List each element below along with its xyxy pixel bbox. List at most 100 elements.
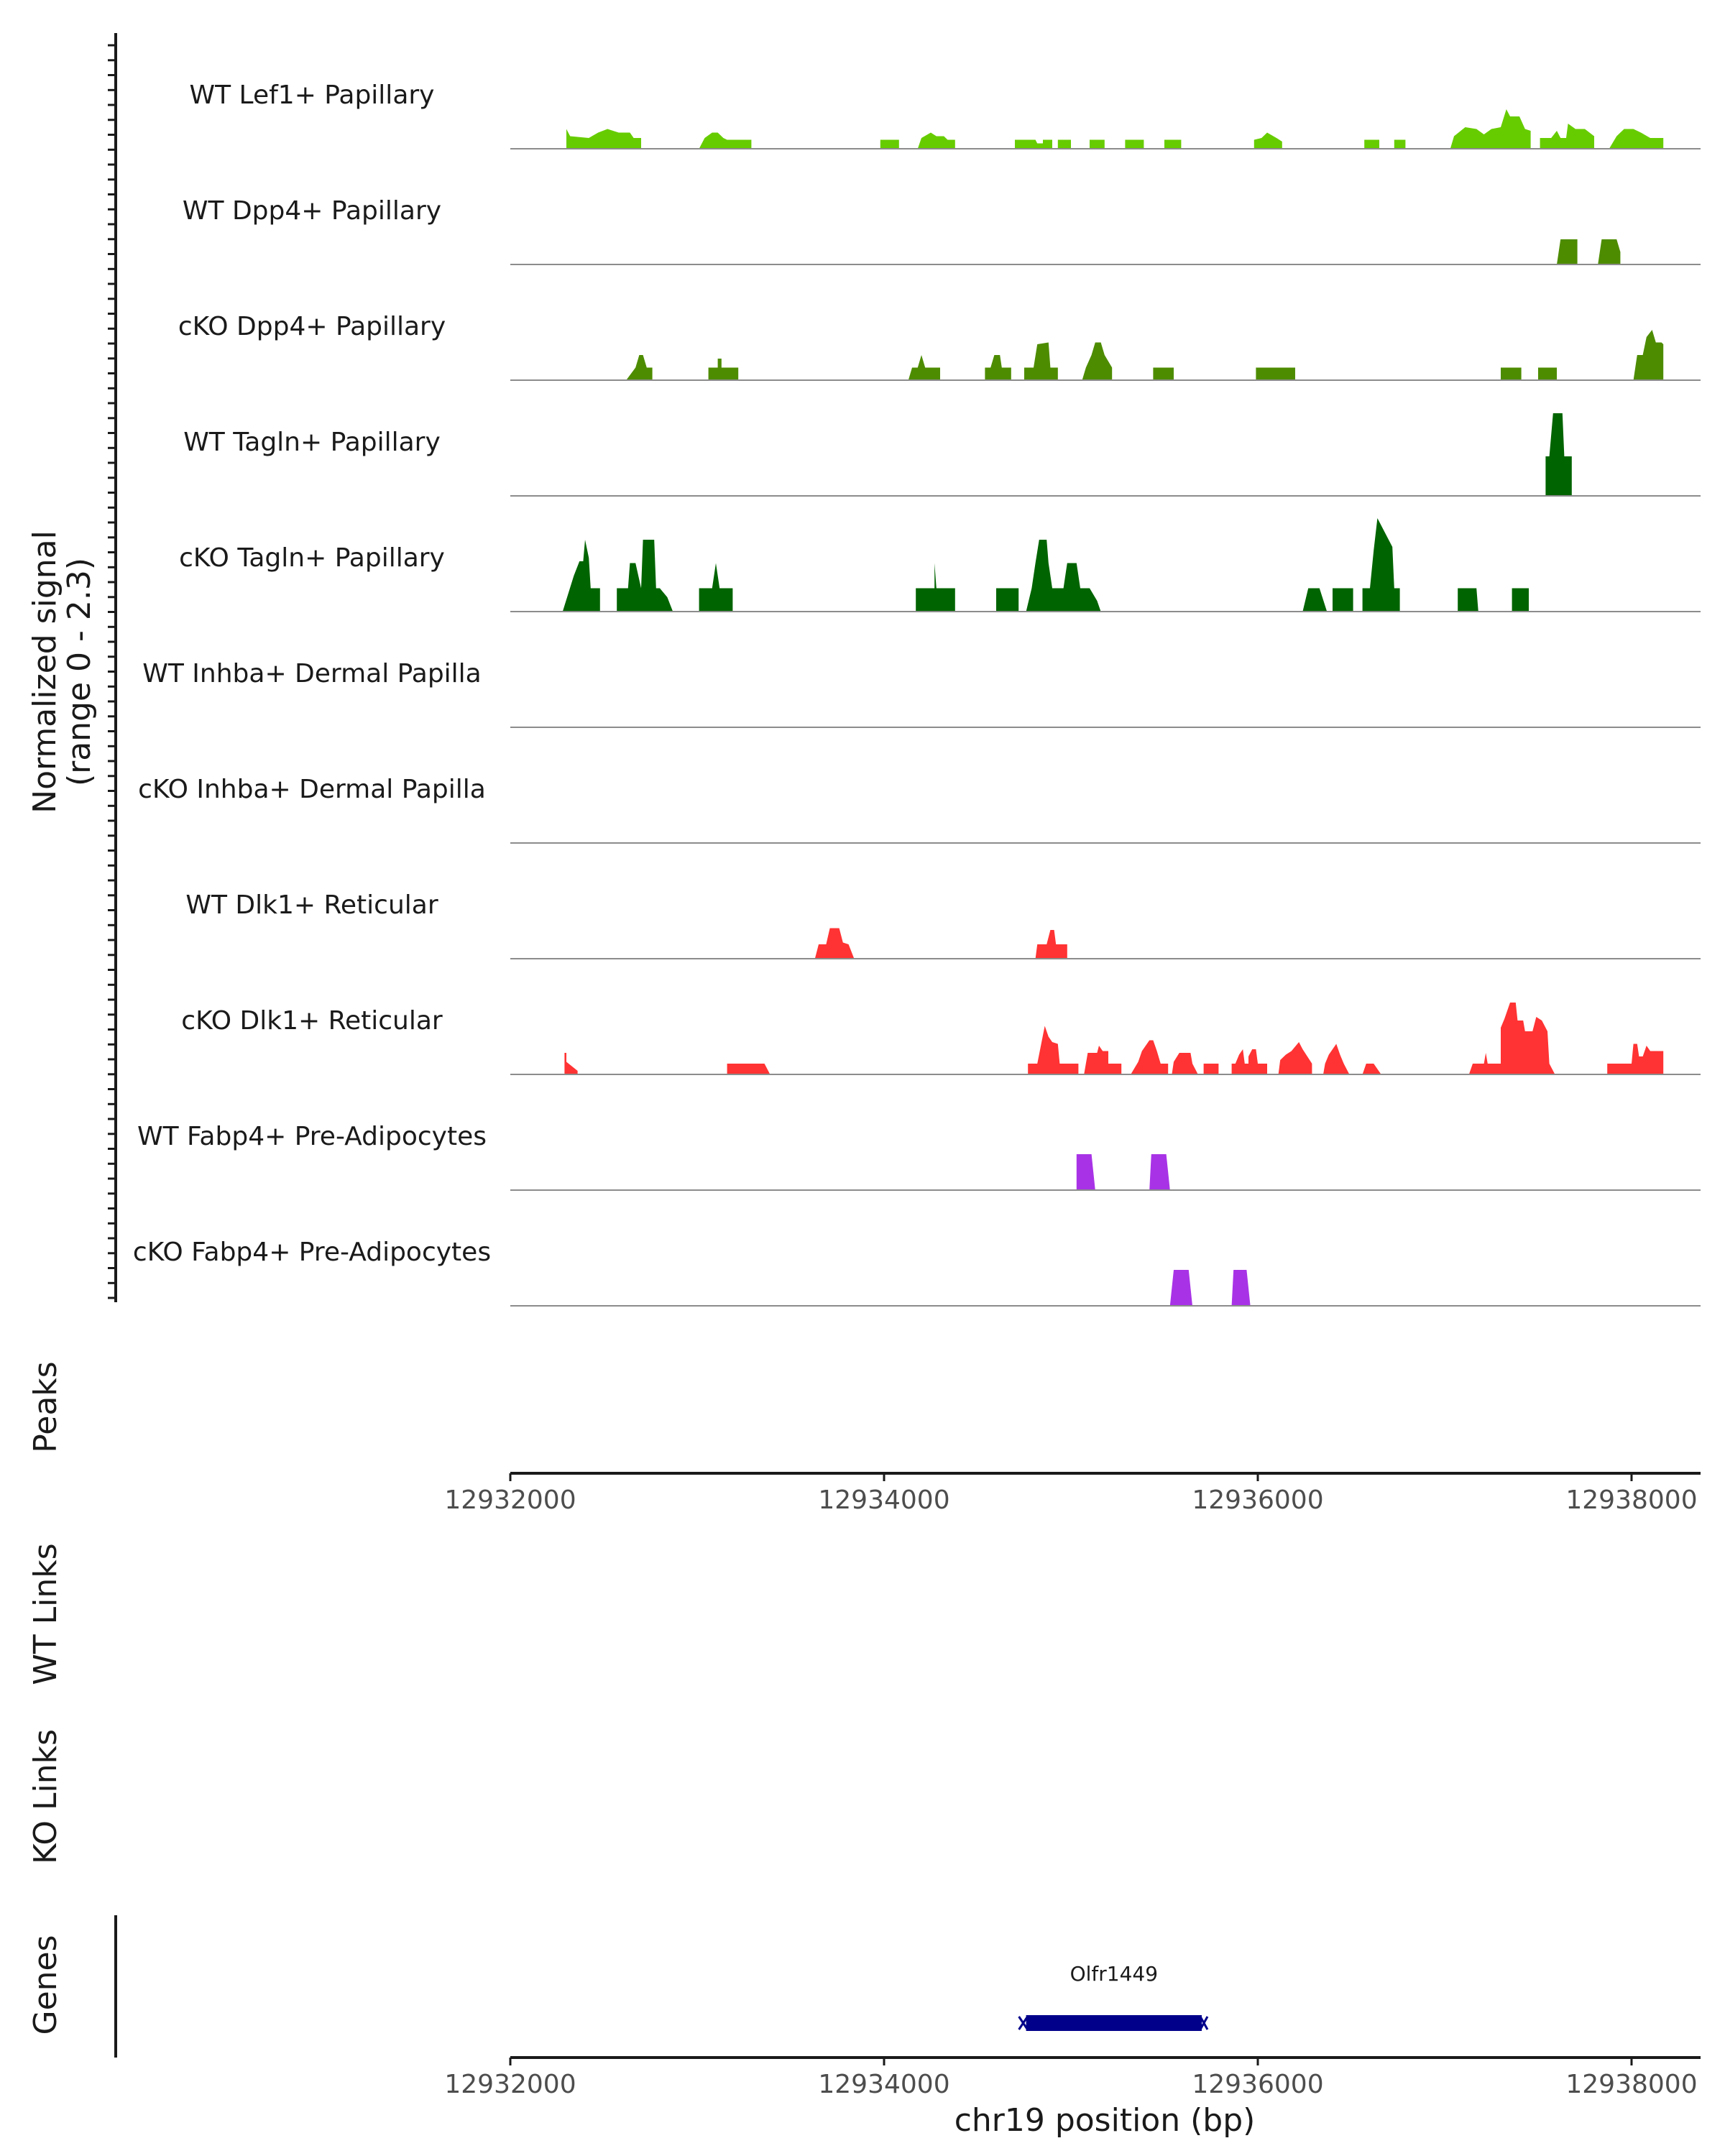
signal-peak bbox=[699, 563, 733, 612]
signal-axis-ticks bbox=[108, 44, 116, 1299]
signal-peak bbox=[1540, 124, 1594, 149]
signal-peak bbox=[1394, 139, 1406, 149]
signal-peak bbox=[1057, 139, 1071, 149]
signal-peak bbox=[1035, 930, 1067, 959]
signal-peak bbox=[1254, 132, 1282, 149]
signal-peak bbox=[1545, 413, 1572, 496]
track-cko-inhba-dermal-papilla: cKO Inhba+ Dermal Papilla bbox=[138, 775, 1701, 844]
signal-tracks: WT Lef1+ Papillary WT Dpp4+ Papillary cKO … bbox=[133, 80, 1701, 1307]
signal-peak bbox=[814, 928, 855, 959]
x-tick-label: 12934000 bbox=[818, 2070, 949, 2099]
signal-peak bbox=[1231, 1049, 1267, 1074]
signal-peak bbox=[1125, 139, 1144, 149]
x-tick-label: 12936000 bbox=[1192, 1485, 1323, 1515]
signal-peak bbox=[1302, 588, 1328, 612]
signal-peak bbox=[1169, 1270, 1192, 1306]
signal-peak bbox=[1362, 518, 1400, 612]
track-label: cKO Tagln+ Papillary bbox=[179, 543, 445, 573]
signal-peak bbox=[985, 355, 1011, 380]
track-label: WT Inhba+ Dermal Papilla bbox=[142, 659, 481, 688]
signal-peak bbox=[617, 540, 673, 612]
signal-axis-subtitle: (range 0 - 2.3) bbox=[61, 558, 98, 786]
signal-peak bbox=[1203, 1064, 1219, 1074]
signal-peak bbox=[1028, 1026, 1079, 1074]
signal-peak bbox=[1501, 367, 1522, 380]
track-wt-dpp4-papillary: WT Dpp4+ Papillary bbox=[183, 196, 1701, 265]
signal-peak bbox=[1598, 239, 1621, 264]
signal-peak bbox=[1090, 139, 1105, 149]
track-cko-dpp4-papillary: cKO Dpp4+ Papillary bbox=[178, 312, 1701, 381]
x-axis-title: chr19 position (bp) bbox=[954, 2102, 1256, 2139]
signal-peak bbox=[1557, 239, 1578, 264]
gene-end-marker bbox=[1199, 2016, 1209, 2030]
signal-peak bbox=[1278, 1042, 1312, 1074]
peaks-track-label: Peaks bbox=[27, 1361, 64, 1452]
gene-strand-marker bbox=[1018, 2016, 1029, 2030]
signal-peak bbox=[1458, 588, 1478, 612]
x-tick-label: 12932000 bbox=[444, 2070, 576, 2099]
signal-peak bbox=[1015, 139, 1052, 149]
wt-links-track-label: WT Links bbox=[27, 1543, 64, 1685]
signal-peak bbox=[1024, 342, 1058, 380]
gene-body bbox=[1026, 2015, 1202, 2031]
signal-peak bbox=[727, 1064, 770, 1074]
track-label: cKO Inhba+ Dermal Papilla bbox=[138, 775, 486, 804]
signal-peak bbox=[916, 563, 955, 612]
signal-peak bbox=[708, 359, 739, 380]
x-axis-bottom: 12932000 12934000 12936000 12938000 bbox=[444, 2056, 1701, 2099]
signal-peak bbox=[1609, 129, 1664, 149]
x-tick-label: 12932000 bbox=[444, 1485, 576, 1515]
gene-track: Olfr1449 bbox=[1018, 1962, 1209, 2031]
signal-peak bbox=[699, 132, 752, 149]
track-cko-dlk1-reticular: cKO Dlk1+ Reticular bbox=[181, 1003, 1701, 1075]
signal-peak bbox=[1026, 540, 1101, 612]
signal-peak bbox=[917, 132, 955, 149]
signal-peak bbox=[1076, 1154, 1095, 1190]
signal-peak bbox=[1323, 1044, 1350, 1074]
signal-peak bbox=[1450, 109, 1531, 149]
signal-peak bbox=[1633, 330, 1664, 380]
signal-peak bbox=[626, 355, 653, 380]
signal-peak bbox=[1164, 139, 1182, 149]
signal-peak bbox=[880, 139, 899, 149]
signal-peak bbox=[562, 540, 600, 612]
signal-peak bbox=[1256, 367, 1295, 380]
track-wt-lef1-papillary: WT Lef1+ Papillary bbox=[190, 80, 1701, 149]
signal-peak bbox=[1512, 588, 1529, 612]
signal-peak bbox=[1468, 1003, 1555, 1074]
signal-peak bbox=[564, 1053, 578, 1074]
track-wt-inhba-dermal-papilla: WT Inhba+ Dermal Papilla bbox=[142, 659, 1701, 728]
genes-track-label: Genes bbox=[27, 1935, 64, 2035]
track-label: cKO Dpp4+ Papillary bbox=[178, 312, 446, 341]
x-axis-top: 12932000 12934000 12936000 12938000 bbox=[444, 1472, 1701, 1515]
signal-peak bbox=[1149, 1154, 1170, 1190]
signal-peak bbox=[996, 588, 1019, 612]
gene-label: Olfr1449 bbox=[1070, 1962, 1158, 1986]
track-wt-dlk1-reticular: WT Dlk1+ Reticular bbox=[185, 890, 1701, 959]
x-tick-label: 12934000 bbox=[818, 1485, 949, 1515]
x-tick-label: 12936000 bbox=[1192, 2070, 1323, 2099]
track-label: WT Tagln+ Papillary bbox=[183, 428, 441, 457]
track-label: cKO Dlk1+ Reticular bbox=[181, 1006, 443, 1036]
signal-peak bbox=[1362, 1064, 1381, 1074]
track-label: WT Dpp4+ Papillary bbox=[183, 196, 441, 226]
track-label: WT Fabp4+ Pre-Adipocytes bbox=[137, 1122, 487, 1151]
signal-peak bbox=[1082, 342, 1113, 380]
x-tick-label: 12938000 bbox=[1565, 1485, 1697, 1515]
track-wt-tagln-papillary: WT Tagln+ Papillary bbox=[183, 413, 1701, 497]
signal-axis-title: Normalized signal bbox=[27, 530, 63, 814]
ko-links-track-label: KO Links bbox=[27, 1729, 64, 1864]
track-cko-fabp4-pre-adipocytes: cKO Fabp4+ Pre-Adipocytes bbox=[133, 1238, 1701, 1307]
signal-peak bbox=[1538, 367, 1557, 380]
signal-peak bbox=[1364, 139, 1379, 149]
track-cko-tagln-papillary: cKO Tagln+ Papillary bbox=[179, 518, 1701, 612]
track-label: WT Lef1+ Papillary bbox=[190, 80, 435, 110]
signal-peak bbox=[1084, 1046, 1122, 1074]
track-wt-fabp4-pre-adipocytes: WT Fabp4+ Pre-Adipocytes bbox=[137, 1122, 1701, 1191]
signal-peak bbox=[1231, 1270, 1251, 1306]
signal-peak bbox=[566, 129, 641, 149]
track-label: cKO Fabp4+ Pre-Adipocytes bbox=[133, 1238, 491, 1267]
track-label: WT Dlk1+ Reticular bbox=[185, 890, 438, 920]
signal-peak bbox=[1333, 588, 1353, 612]
